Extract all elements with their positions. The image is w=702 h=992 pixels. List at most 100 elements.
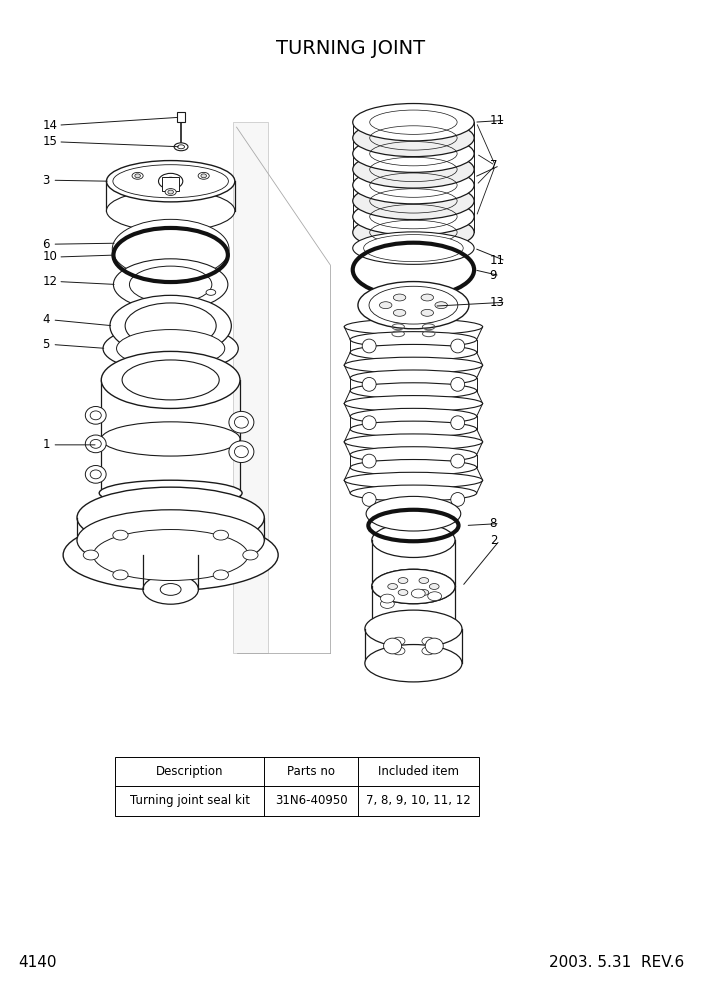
Ellipse shape xyxy=(213,570,228,579)
Ellipse shape xyxy=(372,612,455,646)
Ellipse shape xyxy=(125,303,216,349)
Ellipse shape xyxy=(422,647,435,655)
Ellipse shape xyxy=(362,493,376,506)
Ellipse shape xyxy=(143,574,199,604)
Bar xyxy=(115,757,479,815)
Ellipse shape xyxy=(113,531,128,540)
Text: 15: 15 xyxy=(42,135,57,149)
Ellipse shape xyxy=(135,174,140,178)
Text: Description: Description xyxy=(156,765,223,778)
Ellipse shape xyxy=(392,647,405,655)
Ellipse shape xyxy=(63,520,278,590)
Text: 6: 6 xyxy=(42,238,50,251)
Ellipse shape xyxy=(84,551,98,559)
Ellipse shape xyxy=(430,583,439,589)
Ellipse shape xyxy=(372,523,455,558)
Ellipse shape xyxy=(451,493,465,506)
Ellipse shape xyxy=(380,302,392,309)
Ellipse shape xyxy=(234,417,249,429)
Ellipse shape xyxy=(383,638,402,654)
Ellipse shape xyxy=(352,198,474,235)
Ellipse shape xyxy=(350,370,477,386)
Ellipse shape xyxy=(107,190,234,231)
Text: 5: 5 xyxy=(42,338,50,351)
Ellipse shape xyxy=(117,329,225,367)
Ellipse shape xyxy=(393,294,406,301)
Ellipse shape xyxy=(344,318,482,334)
Ellipse shape xyxy=(90,411,101,420)
Ellipse shape xyxy=(234,445,249,457)
Text: 9: 9 xyxy=(490,269,497,282)
Ellipse shape xyxy=(113,570,128,579)
Ellipse shape xyxy=(451,416,465,430)
Ellipse shape xyxy=(398,577,408,583)
Ellipse shape xyxy=(201,174,206,178)
Ellipse shape xyxy=(388,583,397,589)
Ellipse shape xyxy=(110,296,232,356)
Text: 12: 12 xyxy=(42,275,58,288)
Ellipse shape xyxy=(393,310,406,316)
Ellipse shape xyxy=(398,589,408,595)
Ellipse shape xyxy=(421,294,434,301)
Ellipse shape xyxy=(419,589,429,595)
Ellipse shape xyxy=(362,378,376,391)
Ellipse shape xyxy=(344,357,482,373)
Ellipse shape xyxy=(350,485,477,501)
Ellipse shape xyxy=(428,592,442,600)
Ellipse shape xyxy=(86,407,106,425)
Ellipse shape xyxy=(451,454,465,468)
Ellipse shape xyxy=(350,422,477,437)
Ellipse shape xyxy=(344,472,482,488)
Ellipse shape xyxy=(352,135,474,173)
Ellipse shape xyxy=(362,416,376,430)
Ellipse shape xyxy=(352,119,474,157)
Ellipse shape xyxy=(160,583,181,595)
Ellipse shape xyxy=(86,435,106,452)
Text: 13: 13 xyxy=(490,296,505,309)
Text: 2003. 5.31  REV.6: 2003. 5.31 REV.6 xyxy=(549,955,684,970)
Ellipse shape xyxy=(421,310,434,316)
Ellipse shape xyxy=(392,637,405,645)
Ellipse shape xyxy=(168,190,173,194)
Ellipse shape xyxy=(86,465,106,483)
Ellipse shape xyxy=(352,151,474,188)
Text: 2: 2 xyxy=(490,534,497,547)
Ellipse shape xyxy=(365,610,462,648)
Ellipse shape xyxy=(164,178,177,186)
Ellipse shape xyxy=(174,143,188,151)
Text: 7: 7 xyxy=(490,159,497,172)
Ellipse shape xyxy=(159,174,183,189)
Text: Parts no: Parts no xyxy=(287,765,335,778)
Ellipse shape xyxy=(77,510,264,570)
Ellipse shape xyxy=(362,454,376,468)
Ellipse shape xyxy=(451,378,465,391)
Ellipse shape xyxy=(101,351,240,409)
Ellipse shape xyxy=(243,551,258,559)
Ellipse shape xyxy=(132,173,143,180)
Ellipse shape xyxy=(350,446,477,462)
Ellipse shape xyxy=(122,360,219,400)
Ellipse shape xyxy=(358,282,469,328)
Ellipse shape xyxy=(206,290,216,296)
FancyBboxPatch shape xyxy=(162,178,179,191)
Text: 4: 4 xyxy=(42,313,50,326)
Polygon shape xyxy=(233,122,267,654)
FancyBboxPatch shape xyxy=(177,112,185,122)
Ellipse shape xyxy=(372,569,455,604)
Ellipse shape xyxy=(350,459,477,475)
Ellipse shape xyxy=(425,638,443,654)
Ellipse shape xyxy=(422,637,435,645)
Ellipse shape xyxy=(352,103,474,141)
Ellipse shape xyxy=(229,440,254,462)
Ellipse shape xyxy=(350,344,477,360)
Ellipse shape xyxy=(198,173,209,180)
Text: 31N6-40950: 31N6-40950 xyxy=(274,795,347,807)
Ellipse shape xyxy=(229,412,254,434)
Text: 11: 11 xyxy=(490,254,505,268)
Ellipse shape xyxy=(350,409,477,425)
Ellipse shape xyxy=(451,339,465,353)
Ellipse shape xyxy=(178,145,185,149)
Ellipse shape xyxy=(365,645,462,682)
Ellipse shape xyxy=(350,331,477,347)
Ellipse shape xyxy=(103,324,238,372)
